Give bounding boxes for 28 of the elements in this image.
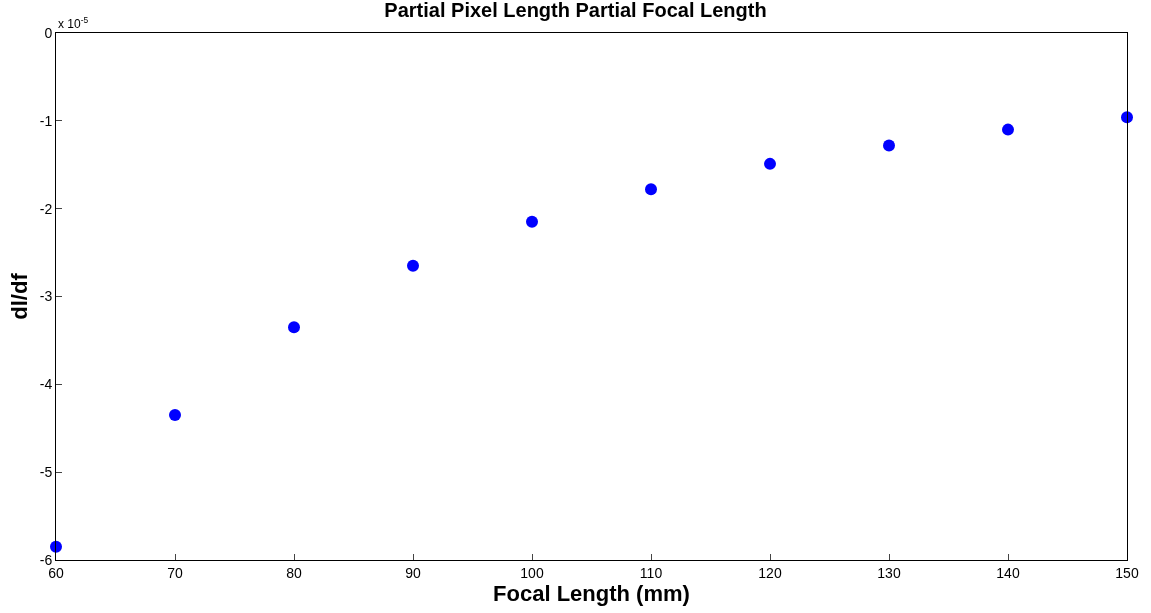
y-tick-label: -2 (39, 200, 53, 217)
x-tick-label: 140 (996, 564, 1020, 581)
y-tick-label: -5 (39, 464, 53, 481)
y-tick-label: -1 (39, 112, 53, 129)
y-axis-title: dl/df (6, 272, 32, 320)
point (288, 321, 300, 334)
point (526, 215, 538, 228)
point (883, 139, 895, 152)
y-tick-label: -4 (39, 376, 53, 393)
point (764, 157, 776, 170)
x-tick-label: 120 (758, 564, 782, 581)
x-axis-title: Focal Length (mm) (493, 580, 690, 606)
x-tick-label: 130 (877, 564, 901, 581)
point (169, 409, 181, 422)
x-tick-label: 150 (1115, 564, 1139, 581)
y-tick-label: 0 (44, 24, 53, 41)
point (407, 259, 419, 272)
point (50, 540, 62, 553)
x-tick-label: 90 (405, 564, 421, 581)
x-tick-label: 80 (286, 564, 302, 581)
x-tick-label: 110 (639, 564, 663, 581)
x-tick-label: 70 (167, 564, 183, 581)
text: x 10$^{-5}$ (58, 15, 89, 32)
x-tick-label: 100 (520, 564, 544, 581)
y-tick-label: -3 (39, 288, 53, 305)
chart-title: Partial Pixel Length Partial Focal Length (384, 0, 767, 22)
point (645, 183, 657, 196)
point (1002, 123, 1014, 136)
